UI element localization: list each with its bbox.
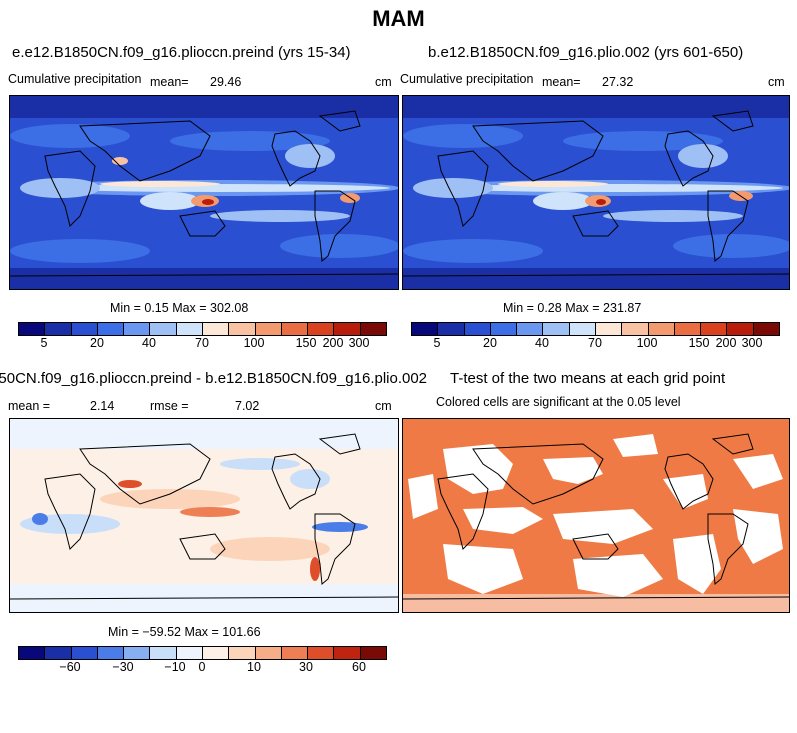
panel3-rmse-value: 7.02 bbox=[235, 399, 260, 413]
tick: 100 bbox=[636, 336, 658, 350]
tick: −30 bbox=[112, 660, 134, 674]
tick: 150 bbox=[295, 336, 317, 350]
tick: 5 bbox=[433, 336, 441, 350]
tick: 20 bbox=[483, 336, 497, 350]
tick: 100 bbox=[243, 336, 265, 350]
panel2-units: cm bbox=[768, 75, 785, 89]
tick: −10 bbox=[164, 660, 186, 674]
panel1-colorbar-ticks: 5 20 40 70 100 150 200 300 bbox=[18, 336, 385, 350]
tick: 200 bbox=[322, 336, 344, 350]
panel3-units: cm bbox=[375, 399, 392, 413]
panel2-mean-label: mean= bbox=[542, 75, 581, 89]
tick: 30 bbox=[299, 660, 313, 674]
tick: −60 bbox=[59, 660, 81, 674]
panel2-mean-value: 27.32 bbox=[602, 75, 634, 89]
tick: 0 bbox=[198, 660, 206, 674]
panel2-colorbar bbox=[411, 322, 780, 336]
tick: 40 bbox=[535, 336, 549, 350]
panel2-precip-map bbox=[402, 95, 790, 290]
tick: 300 bbox=[348, 336, 370, 350]
panel3-title-clip: e.e12.B1850CN.f09_g16.plioccn.preind - b… bbox=[0, 368, 450, 390]
panel3-mean-label: mean = bbox=[8, 399, 51, 413]
panel3-min-max: Min = −59.52 Max = 101.66 bbox=[108, 625, 261, 639]
tick: 70 bbox=[588, 336, 602, 350]
tick: 60 bbox=[352, 660, 366, 674]
tick: 20 bbox=[90, 336, 104, 350]
panel3-difference-map bbox=[9, 418, 399, 613]
season-title: MAM bbox=[372, 6, 425, 31]
panel1-precip-map bbox=[9, 95, 399, 290]
panel1-mean-value: 29.46 bbox=[210, 75, 242, 89]
panel4-ttest-map bbox=[402, 418, 790, 613]
panel2-colorbar-ticks: 5 20 40 70 100 150 200 300 bbox=[411, 336, 778, 350]
panel1-mean-label: mean= bbox=[150, 75, 189, 89]
tick: 40 bbox=[142, 336, 156, 350]
panel1-title: e.e12.B1850CN.f09_g16.plioccn.preind (yr… bbox=[12, 44, 351, 61]
panel3-colorbar bbox=[18, 646, 387, 660]
panel3-mean-value: 2.14 bbox=[90, 399, 115, 413]
tick: 70 bbox=[195, 336, 209, 350]
panel1-min-max: Min = 0.15 Max = 302.08 bbox=[110, 301, 249, 315]
panel4-subtitle: Colored cells are significant at the 0.0… bbox=[436, 395, 681, 409]
tick: 5 bbox=[40, 336, 48, 350]
panel3-rmse-label: rmse = bbox=[150, 399, 189, 413]
panel3-title: e.e12.B1850CN.f09_g16.plioccn.preind - b… bbox=[0, 370, 428, 387]
panel3-colorbar-ticks: −60 −30 −10 0 10 30 60 bbox=[18, 660, 385, 674]
panel2-min-max: Min = 0.28 Max = 231.87 bbox=[503, 301, 642, 315]
panel1-colorbar bbox=[18, 322, 387, 336]
tick: 200 bbox=[715, 336, 737, 350]
tick: 300 bbox=[741, 336, 763, 350]
tick: 10 bbox=[247, 660, 261, 674]
tick: 150 bbox=[688, 336, 710, 350]
panel2-field-label: Cumulative precipitation bbox=[400, 72, 534, 86]
panel1-units: cm bbox=[375, 75, 392, 89]
panel4-title: T-test of the two means at each grid poi… bbox=[450, 370, 726, 387]
panel1-field-label: Cumulative precipitation bbox=[8, 72, 142, 86]
panel2-title: b.e12.B1850CN.f09_g16.plio.002 (yrs 601-… bbox=[428, 44, 744, 61]
